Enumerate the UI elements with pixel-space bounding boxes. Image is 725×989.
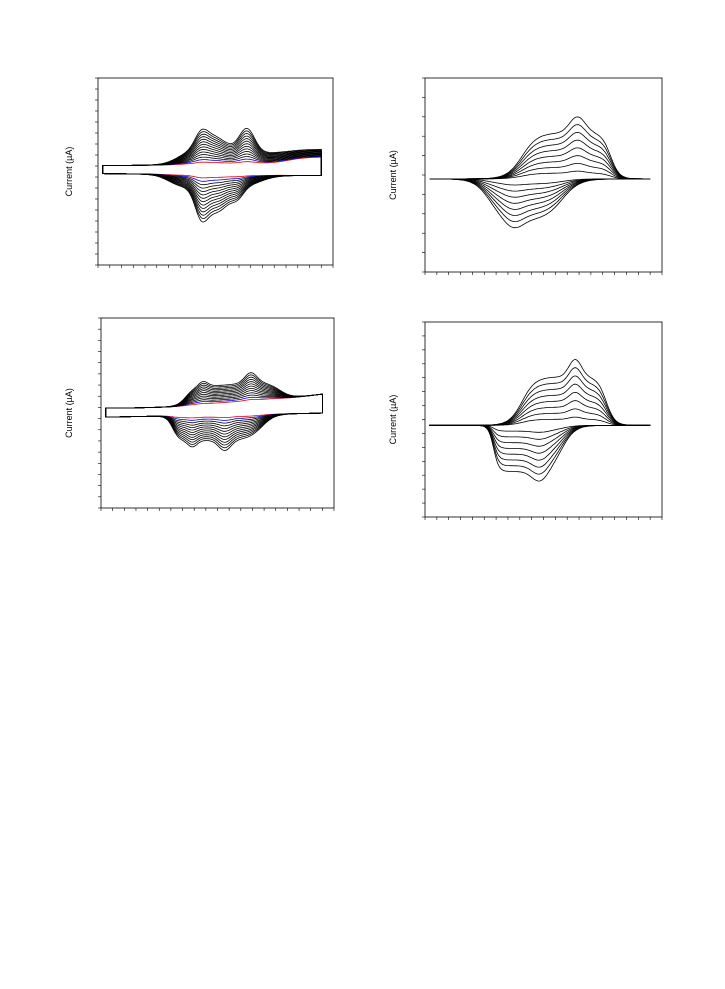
y-axis-label: Current (µA) — [64, 388, 74, 438]
curves — [429, 116, 651, 229]
y-axis-label: Current (µA) — [388, 395, 398, 445]
plot-frame — [100, 317, 335, 509]
series-line — [429, 131, 651, 216]
series-line — [102, 127, 322, 223]
series-line — [429, 170, 651, 186]
series-line — [105, 383, 323, 438]
series-line — [429, 163, 651, 192]
series-line — [105, 376, 323, 446]
series-line — [429, 147, 651, 204]
plot-panel-top-left: Current (µA) — [64, 77, 334, 268]
series-line — [429, 116, 651, 229]
curves — [105, 372, 323, 451]
series-line — [429, 155, 651, 198]
series-line — [102, 130, 322, 220]
y-axis-label: Current (µA) — [388, 150, 398, 200]
plot-panel-bottom-right: Current (µA) — [388, 321, 663, 520]
series-line — [429, 367, 651, 475]
series-line — [429, 359, 651, 482]
series-line — [429, 139, 651, 210]
series-line — [105, 385, 323, 435]
curves — [429, 359, 651, 482]
series-line — [105, 372, 323, 451]
series-line — [105, 381, 323, 441]
plot-panel-top-right: Current (µA) — [388, 77, 663, 275]
series-line — [105, 374, 323, 449]
y-axis-label: Current (µA) — [64, 147, 74, 197]
plot-frame — [97, 77, 334, 266]
curves — [102, 127, 322, 223]
series-line — [102, 150, 322, 192]
series-line — [105, 378, 323, 443]
series-line — [102, 140, 322, 206]
plot-frame — [424, 77, 663, 273]
plot-panel-bottom-left: Current (µA) — [64, 317, 335, 511]
